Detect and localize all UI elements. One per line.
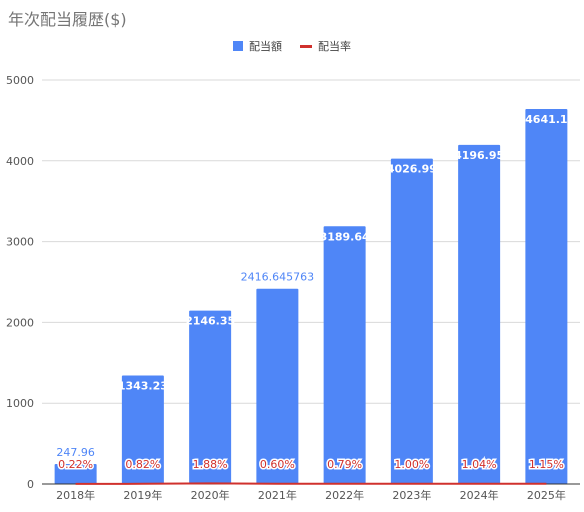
bar-value-label: 4641.1 xyxy=(525,113,567,126)
y-tick-label: 5000 xyxy=(6,74,34,87)
yield-value-label: 1.15% xyxy=(529,458,564,471)
bar[interactable] xyxy=(256,288,299,484)
bar[interactable] xyxy=(189,310,232,484)
legend-item-yield[interactable]: 配当率 xyxy=(300,38,351,54)
bar-value-label: 2146.35 xyxy=(185,315,235,328)
legend-swatch-yield xyxy=(300,44,312,48)
bar[interactable] xyxy=(525,108,568,485)
x-tick-label: 2018年 xyxy=(56,488,95,502)
x-tick-label: 2025年 xyxy=(527,488,566,502)
bar[interactable] xyxy=(323,226,366,484)
bar[interactable] xyxy=(458,144,501,484)
legend-item-dividend[interactable]: 配当額 xyxy=(233,38,282,54)
y-tick-label: 1000 xyxy=(6,397,34,410)
bar-value-label: 4196.95 xyxy=(454,149,504,162)
y-tick-label: 3000 xyxy=(6,236,34,249)
yield-line xyxy=(75,482,547,485)
y-tick-label: 4000 xyxy=(6,155,34,168)
x-tick-label: 2021年 xyxy=(258,488,297,502)
x-tick-label: 2023年 xyxy=(392,488,431,502)
bar-value-label: 4026.99 xyxy=(387,163,437,176)
legend-label-yield: 配当率 xyxy=(318,40,351,53)
bar[interactable] xyxy=(54,463,97,484)
bar-value-label: 1343.23 xyxy=(118,379,168,392)
x-tick-label: 2019年 xyxy=(123,488,162,502)
bar-value-label: 3189.64 xyxy=(320,230,370,243)
y-tick-label: 2000 xyxy=(6,316,34,329)
x-tick-label: 2022年 xyxy=(325,488,364,502)
yield-value-label: 1.04% xyxy=(462,458,497,471)
yield-value-label: 0.60% xyxy=(260,458,295,471)
yield-value-label: 0.82% xyxy=(125,458,160,471)
yield-value-label: 0.79% xyxy=(327,458,362,471)
legend-label-dividend: 配当額 xyxy=(249,40,282,53)
yield-value-label: 1.88% xyxy=(193,458,228,471)
chart-title: 年次配当履歴($) xyxy=(8,10,127,29)
bar-value-label: 247.96 xyxy=(56,446,95,459)
bar[interactable] xyxy=(121,375,164,484)
x-tick-label: 2024年 xyxy=(460,488,499,502)
yield-value-label: 0.22% xyxy=(58,458,93,471)
x-tick-label: 2020年 xyxy=(191,488,230,502)
bar[interactable] xyxy=(390,158,433,484)
y-tick-label: 0 xyxy=(27,478,34,491)
bar-value-label: 2416.645763 xyxy=(241,271,314,284)
legend: 配当額 配当率 xyxy=(0,38,584,54)
yield-value-label: 1.00% xyxy=(394,458,429,471)
legend-swatch-dividend xyxy=(233,41,243,51)
